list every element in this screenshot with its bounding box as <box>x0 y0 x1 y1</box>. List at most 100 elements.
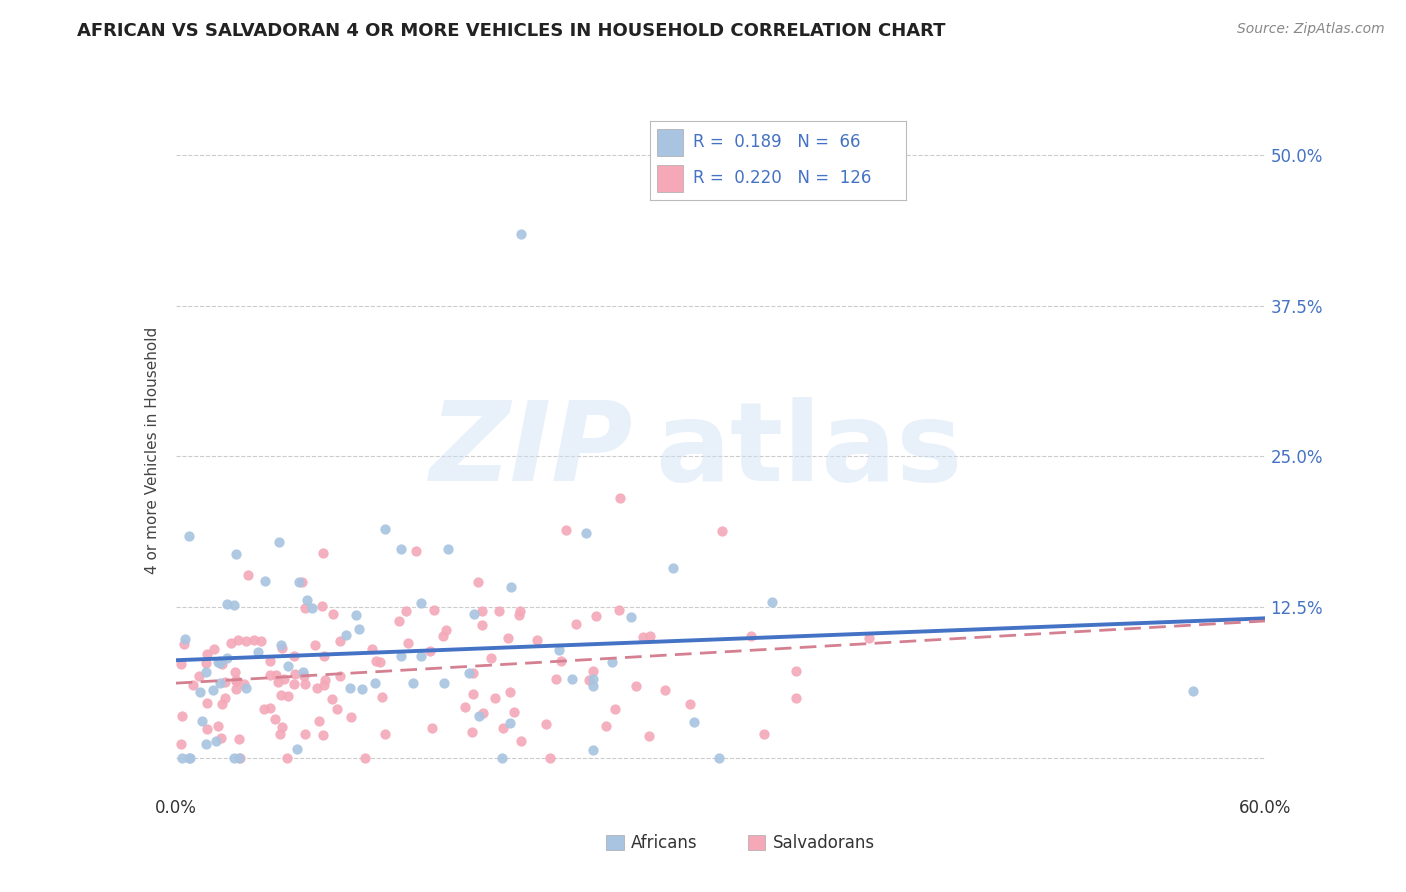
Point <box>492 722 515 736</box>
Point <box>405 543 427 558</box>
Point <box>225 673 247 688</box>
Point <box>222 750 245 764</box>
Point <box>329 669 352 683</box>
Point <box>254 574 277 588</box>
Point <box>225 547 247 561</box>
Point <box>536 717 558 731</box>
Point <box>437 542 460 557</box>
Point <box>370 655 392 669</box>
Point <box>312 728 335 742</box>
Point <box>389 541 412 556</box>
Text: atlas: atlas <box>655 397 963 504</box>
Point <box>209 731 232 745</box>
Point <box>294 677 316 691</box>
Point <box>364 676 387 690</box>
FancyBboxPatch shape <box>658 128 683 155</box>
Point <box>270 638 292 652</box>
Point <box>858 632 880 646</box>
Point <box>277 659 299 673</box>
Point <box>471 706 494 720</box>
Point <box>205 733 228 747</box>
Point <box>582 679 605 693</box>
Point <box>550 654 572 668</box>
Point <box>311 546 333 560</box>
Point <box>259 700 281 714</box>
Point <box>174 632 197 646</box>
Point <box>308 714 330 729</box>
Point <box>270 688 292 702</box>
Point <box>222 599 245 613</box>
Point <box>191 714 214 729</box>
Point <box>754 727 776 741</box>
Point <box>202 642 225 657</box>
Point <box>508 608 530 623</box>
Text: ZIP: ZIP <box>430 397 633 504</box>
Point <box>371 690 394 705</box>
Point <box>217 650 239 665</box>
Point <box>170 657 193 671</box>
Point <box>709 750 731 764</box>
Point <box>785 664 807 678</box>
Point <box>233 677 256 691</box>
Point <box>253 702 276 716</box>
Point <box>432 629 454 643</box>
Point <box>283 648 305 663</box>
Point <box>654 683 676 698</box>
Point <box>276 750 298 764</box>
Point <box>344 607 367 622</box>
Point <box>388 614 411 628</box>
Point <box>395 604 418 618</box>
Point <box>461 724 484 739</box>
Point <box>761 595 783 609</box>
Point <box>335 628 357 642</box>
Point <box>170 709 193 723</box>
Point <box>236 568 259 582</box>
Point <box>349 622 371 636</box>
Point <box>228 731 250 746</box>
Point <box>273 673 295 687</box>
Point <box>312 678 335 692</box>
Point <box>561 672 583 686</box>
Point <box>479 651 502 665</box>
Point <box>575 526 598 541</box>
Point <box>510 734 533 748</box>
Point <box>420 721 443 735</box>
Point <box>211 697 233 711</box>
Point <box>620 610 643 624</box>
Point <box>301 600 323 615</box>
Point <box>339 681 361 695</box>
Point <box>468 709 491 723</box>
Point <box>291 665 314 680</box>
Point <box>607 603 630 617</box>
Point <box>564 617 586 632</box>
Point <box>179 750 201 764</box>
Point <box>235 634 257 648</box>
Point <box>295 593 318 607</box>
Point <box>195 647 218 661</box>
Text: R =  0.220   N =  126: R = 0.220 N = 126 <box>693 169 872 187</box>
Point <box>499 685 522 699</box>
Point <box>499 580 522 594</box>
Point <box>195 665 218 679</box>
Point <box>177 750 200 764</box>
Point <box>361 641 384 656</box>
Point <box>624 680 647 694</box>
Point <box>226 633 249 648</box>
Text: Africans: Africans <box>631 834 697 852</box>
Point <box>463 607 485 622</box>
Point <box>285 742 308 756</box>
Point <box>266 668 288 682</box>
Point <box>177 529 200 543</box>
Point <box>374 726 396 740</box>
Point <box>433 676 456 690</box>
Point <box>554 523 576 537</box>
Point <box>582 742 605 756</box>
Point <box>1181 684 1204 698</box>
Point <box>304 639 326 653</box>
Point <box>214 674 236 689</box>
Point <box>217 597 239 611</box>
Point <box>173 637 195 651</box>
Point <box>221 636 243 650</box>
Point <box>229 750 252 764</box>
Point <box>595 719 617 733</box>
